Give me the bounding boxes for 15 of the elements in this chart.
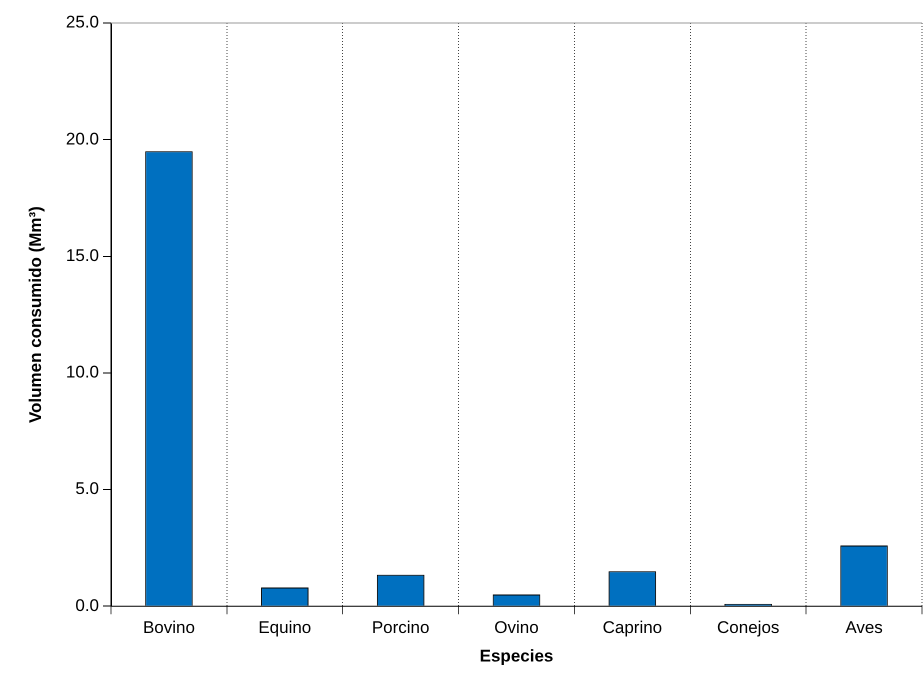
x-tick-label: Caprino [602,618,662,638]
x-tick-label: Aves [845,618,883,638]
y-tick-label: 15.0 [66,246,99,265]
y-tick-label: 5.0 [75,479,99,498]
x-tick-label: Porcino [372,618,430,638]
x-tick-label: Bovino [142,618,195,638]
x-axis-title: Especies [480,646,554,666]
x-tick-label: Conejos [717,618,780,638]
x-tick-label: Equino [258,618,312,638]
y-tick-label: 20.0 [66,129,99,148]
y-axis-title: Volumen consumido (Mm³) [26,206,45,424]
y-tick-label: 25.0 [66,12,99,32]
x-tick-label: Ovino [494,618,539,638]
y-tick-label: 0.0 [75,596,99,615]
y-tick-label: 10.0 [66,362,99,382]
